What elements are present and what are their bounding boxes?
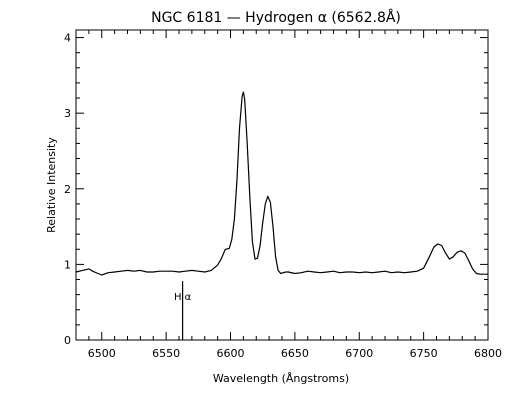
y-axis-label: Relative Intensity [45, 137, 58, 233]
x-tick-label: 6650 [281, 347, 309, 360]
x-axis-label: Wavelength (Ångstroms) [213, 372, 349, 385]
plot-frame [75, 29, 489, 341]
x-tick-label: 6500 [88, 347, 116, 360]
x-tick-label: 6700 [345, 347, 373, 360]
axis-ticks: 6500 6550 6600 6650 6700 6750 6800 0 1 2 3 4 [64, 30, 502, 360]
y-tick-label: 2 [64, 183, 71, 196]
y-tick-label: 0 [64, 334, 71, 347]
h-alpha-label: H α [174, 292, 192, 303]
series-layer [75, 91, 488, 276]
y-tick-label: 4 [64, 32, 71, 45]
annotation-layer: H α [174, 281, 192, 340]
y-tick-label: 3 [64, 107, 71, 120]
spectrum-line [75, 91, 488, 276]
y-tick-label: 1 [64, 258, 71, 271]
x-tick-label: 6600 [217, 347, 245, 360]
x-tick-label: 6750 [410, 347, 438, 360]
x-tick-label: 6800 [474, 347, 502, 360]
x-tick-label: 6550 [152, 347, 180, 360]
chart-title: NGC 6181 — Hydrogen α (6562.8Å) [151, 9, 401, 26]
